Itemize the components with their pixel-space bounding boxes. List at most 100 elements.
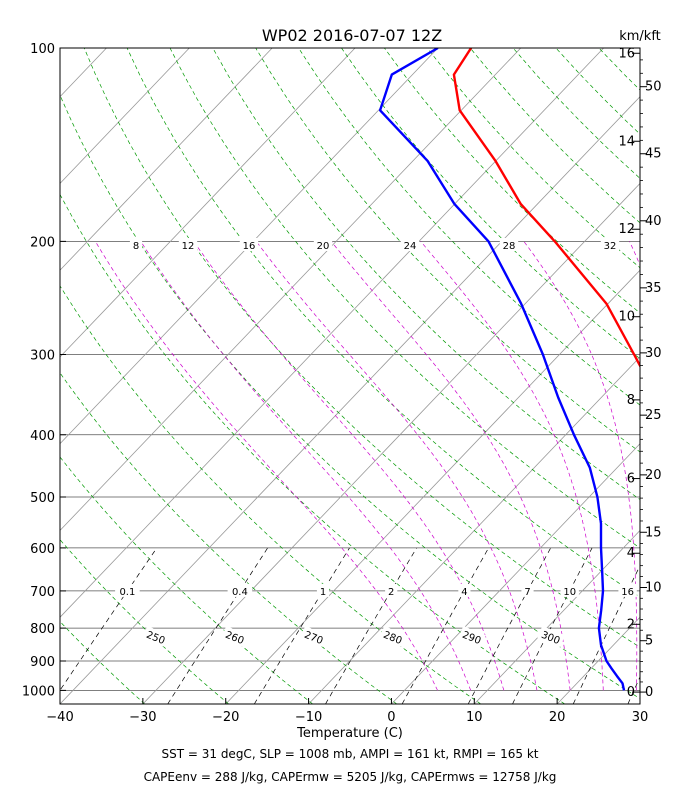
x-tick-label: −40 [46,710,73,725]
svg-text:8: 8 [133,241,139,252]
pressure-tick-label: 700 [30,585,55,600]
moist-adiabat-label: 28 [499,238,519,252]
pressure-tick-label: 500 [30,491,55,506]
isotherm-line [60,48,604,618]
kft-tick-label: 40 [645,214,662,229]
pressure-tick-label: 300 [30,348,55,363]
axes-layer: −40 −30 −20 −10 0 10 20 30100090080070060050040… [22,42,662,725]
dewpoint-profile-line [378,48,626,691]
svg-text:16: 16 [621,587,634,598]
isotherm-line [60,48,439,445]
mixing-ratio-line [401,547,489,704]
dry-adiabat-line [60,372,398,704]
moist-adiabat-label: 12 [178,238,198,252]
pressure-tick-label: 800 [30,622,55,637]
mixing-ratio-label: 7 [521,583,534,598]
isotherm-line [225,269,640,704]
svg-text:16: 16 [243,241,256,252]
km-tick-label: 2 [627,617,635,632]
svg-text:7: 7 [524,587,530,598]
dry-adiabat-line [212,48,640,500]
km-tick-label: 10 [618,310,635,325]
svg-text:2: 2 [388,587,394,598]
x-axis-label: Temperature (C) [296,726,403,741]
dry-adiabat-line [169,48,640,549]
chart-title: WP02 2016-07-07 12Z [262,26,442,45]
x-tick-label: −30 [129,710,156,725]
kft-tick-label: 5 [645,634,653,649]
moist-adiabat-label: 16 [239,238,259,252]
kft-tick-label: 20 [645,468,662,483]
svg-text:0.4: 0.4 [232,587,248,598]
svg-text:4: 4 [461,587,467,598]
dry-adiabat-line [60,94,640,699]
pressure-tick-label: 900 [30,655,55,670]
mixing-ratio-label: 10 [560,583,579,598]
x-tick-label: 30 [632,710,649,725]
isotherm-line [60,48,522,532]
kft-tick-label: 10 [645,580,662,595]
km-tick-label: 12 [618,222,635,237]
kft-tick-label: 0 [645,685,653,700]
x-tick-label: 10 [466,710,483,725]
isotherm-line [60,96,640,704]
svg-text:12: 12 [182,241,195,252]
moist-adiabat-label: 20 [313,238,333,252]
svg-text:0.1: 0.1 [119,587,135,598]
svg-text:1: 1 [320,587,326,598]
km-tick-label: 4 [627,546,635,561]
mixing-ratio-line [167,547,268,704]
x-tick-label: 0 [387,710,395,725]
moist-adiabat-line [140,241,472,691]
mixing-ratio-label: 2 [385,583,398,598]
mixing-ratio-line [60,547,158,691]
isotherm-line [60,48,190,185]
pressure-tick-label: 400 [30,429,55,444]
mixing-ratio-line [253,547,350,704]
mixing-ratio-label: 0.1 [115,583,140,598]
mixing-ratio-label: 16 [618,583,637,598]
x-tick-label: 20 [549,710,566,725]
svg-text:28: 28 [503,241,516,252]
dry-adiabat-line [60,621,145,704]
kft-tick-label: 35 [645,281,662,296]
pressure-tick-label: 200 [30,235,55,250]
isotherm-line [60,48,356,358]
x-tick-label: −10 [295,710,322,725]
x-tick-label: −20 [212,710,239,725]
mixing-ratio-line [572,564,640,704]
moist-adiabat-line [420,241,604,691]
moist-adiabat-label: 24 [400,238,420,252]
isotherm-line [60,48,273,271]
plot-frame [59,47,641,705]
dry-adiabat-line [341,48,640,360]
dry-adiabat-line [60,456,313,704]
moist-adiabat-label: 32 [600,238,620,252]
pressure-tick-label: 100 [30,42,55,57]
kft-tick-label: 45 [645,147,662,162]
isotherm-line [391,443,640,704]
km-tick-label: 8 [627,393,635,408]
km-tick-label: 14 [618,134,635,149]
kft-tick-label: 30 [645,346,662,361]
isotherm-line [308,356,640,704]
km-tick-label: 0 [627,685,635,700]
annotation-line-1: SST = 31 degC, SLP = 1008 mb, AMPI = 161… [161,747,538,761]
mixing-ratio-line [467,547,552,704]
km-tick-label: 6 [627,472,635,487]
dry-adiabat-line [60,285,481,704]
kft-tick-label: 15 [645,525,662,540]
mixing-ratio-line [627,676,640,704]
moist-adiabat-line [523,241,638,691]
moist-adiabat-label: 8 [129,238,143,252]
svg-text:32: 32 [604,241,617,252]
km-tick-label: 16 [618,46,635,61]
pressure-tick-label: 1000 [22,684,55,699]
pressure-tick-label: 600 [30,542,55,557]
kft-tick-label: 50 [645,80,662,95]
dry-adiabat-line [60,193,565,704]
moist-adiabat-line [256,241,538,691]
svg-text:10: 10 [563,587,576,598]
